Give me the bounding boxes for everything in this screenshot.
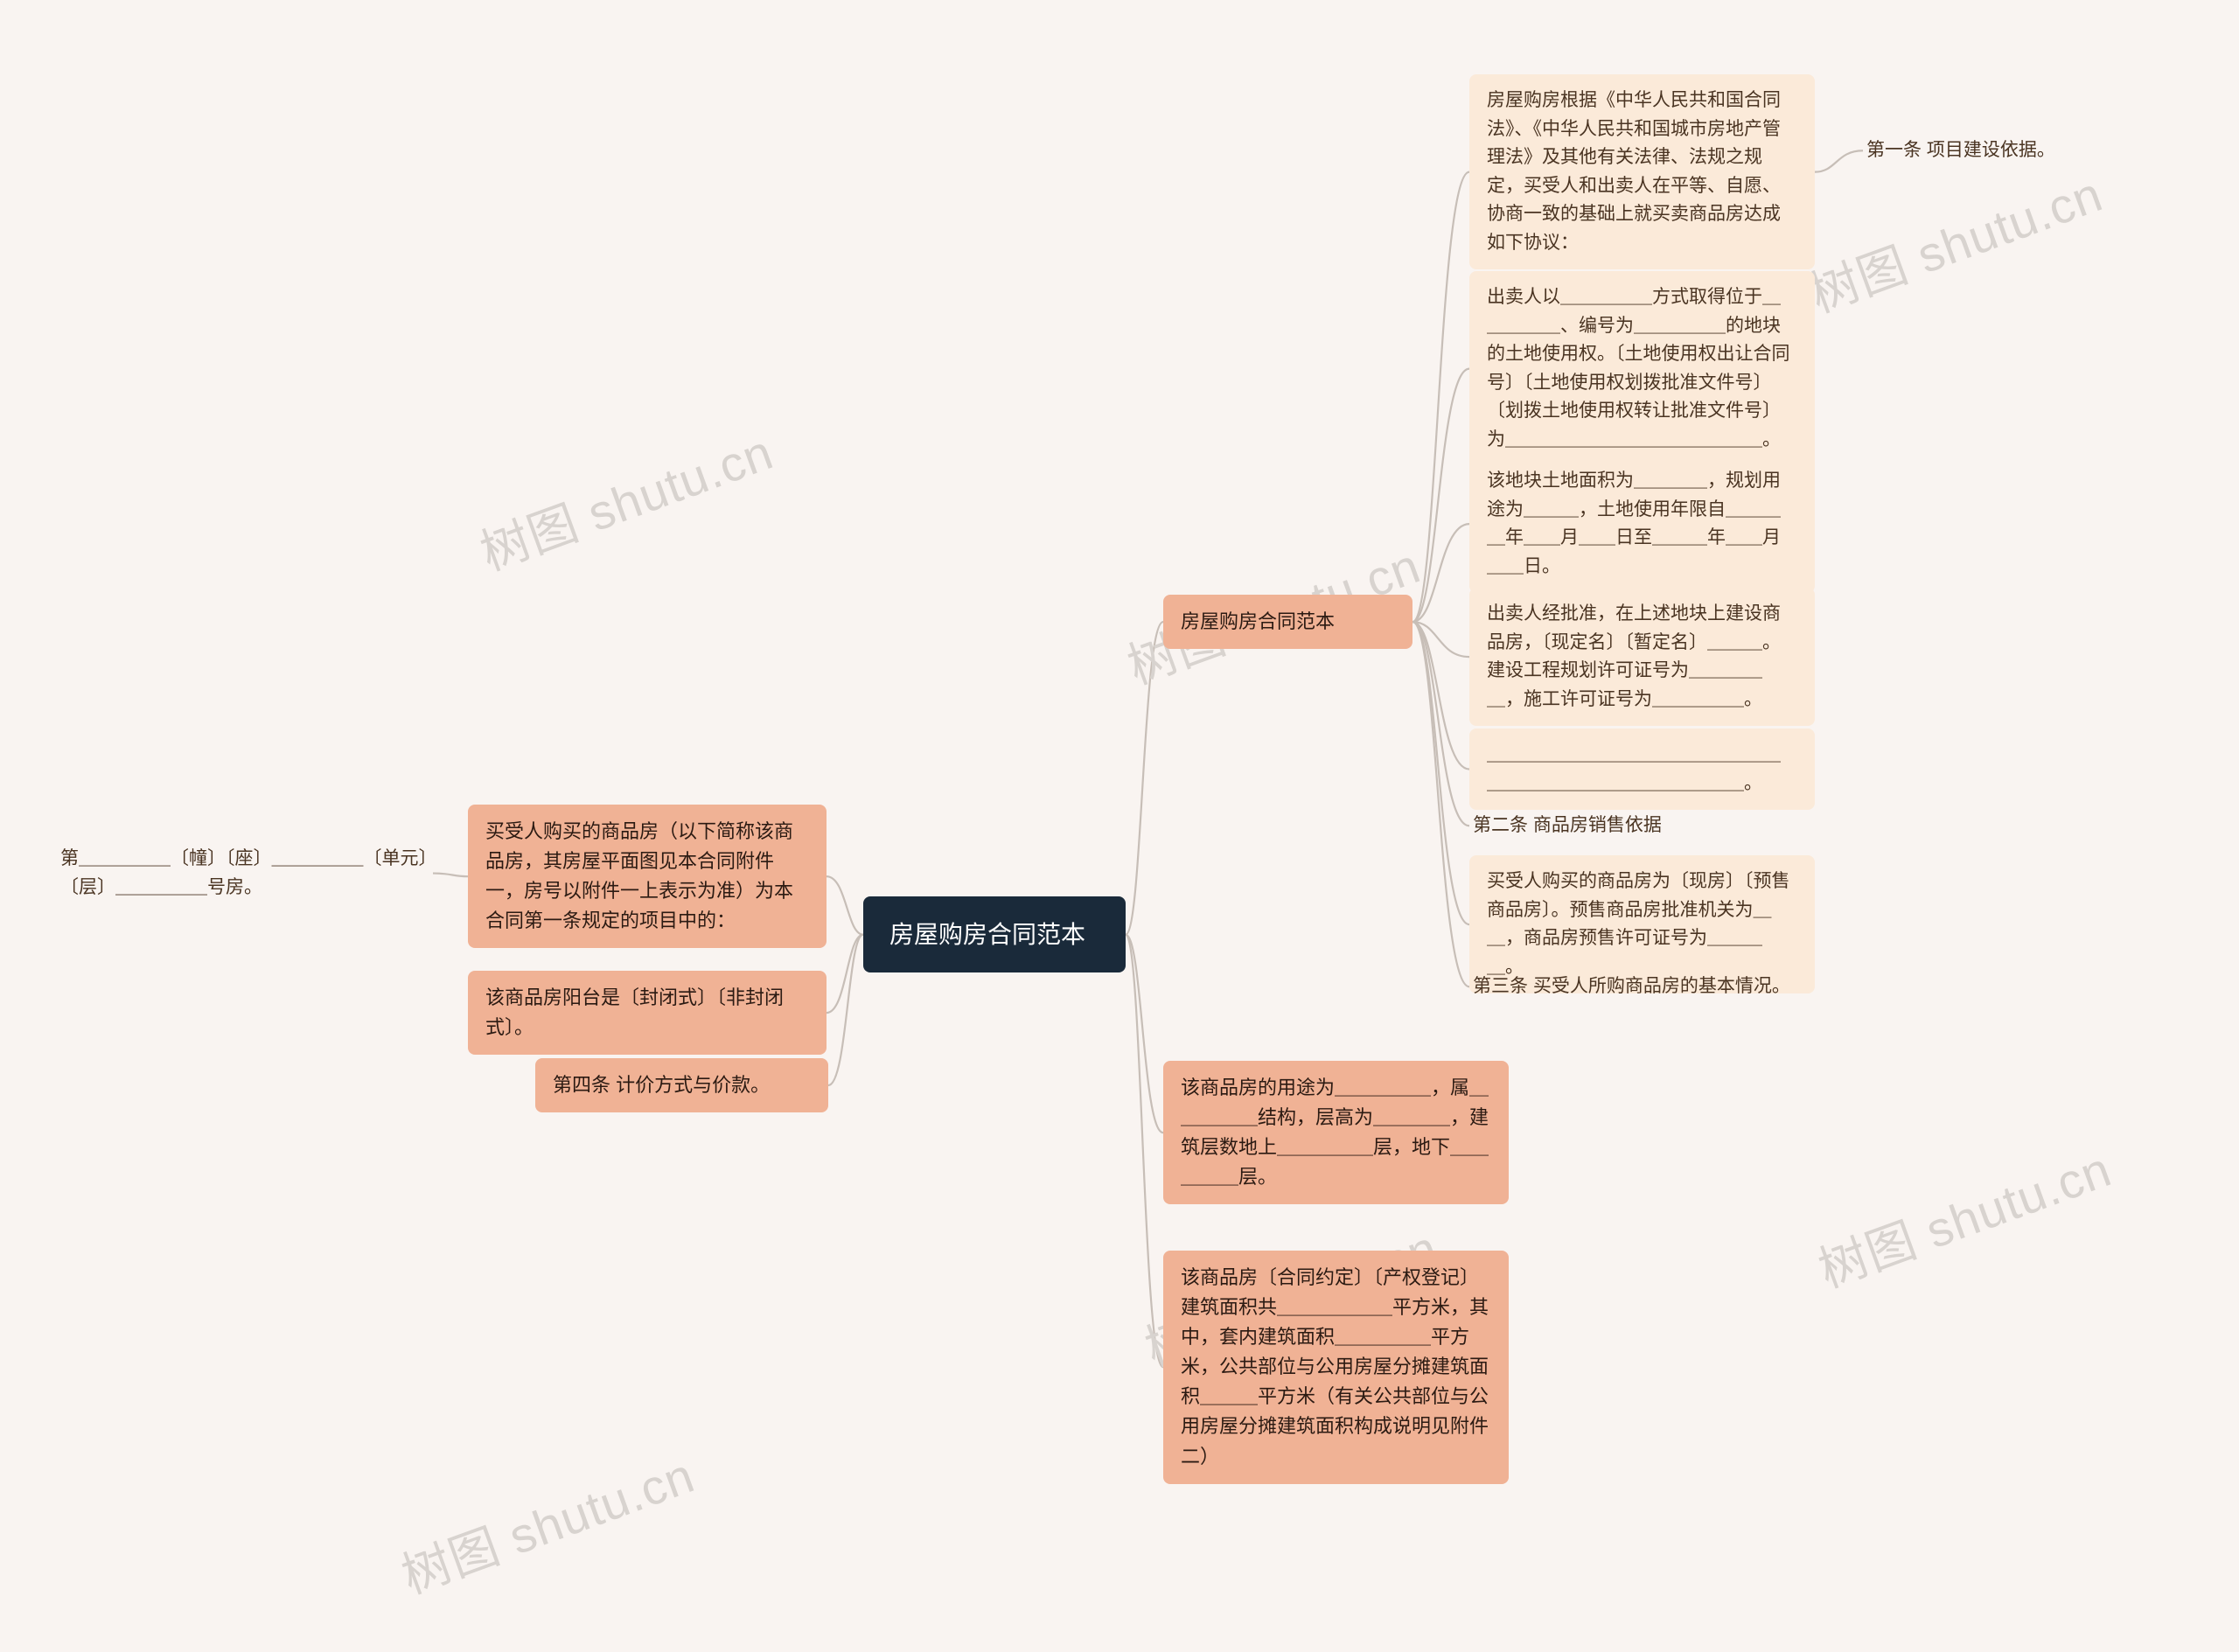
node-L1[interactable]: 买受人购买的商品房（以下简称该商品房，其房屋平面图见本合同附件一，房号以附件一上…: [468, 805, 827, 948]
node-L1a[interactable]: 第＿＿＿＿＿〔幢〕〔座〕＿＿＿＿＿〔单元〕〔层〕＿＿＿＿＿号房。: [57, 840, 433, 907]
node-label: ＿＿＿＿＿＿＿＿＿＿＿＿＿＿＿＿＿＿＿＿＿＿＿＿＿＿＿＿＿＿。: [1487, 744, 1781, 793]
node-label: 买受人购买的商品房（以下简称该商品房，其房屋平面图见本合同附件一，房号以附件一上…: [485, 820, 793, 931]
node-R1[interactable]: 房屋购房合同范本: [1163, 595, 1412, 649]
node-label: 出卖人经批准，在上述地块上建设商品房，〔现定名〕〔暂定名〕＿＿＿。建设工程规划许…: [1487, 603, 1781, 709]
node-R1f[interactable]: 第二条 商品房销售依据: [1469, 806, 1815, 846]
node-label: 房屋购房合同范本: [889, 921, 1085, 948]
node-R2[interactable]: 该商品房的用途为＿＿＿＿＿，属＿＿＿＿＿结构，层高为＿＿＿＿，建筑层数地上＿＿＿…: [1163, 1061, 1509, 1204]
watermark: 树图 shutu.cn: [391, 1437, 703, 1608]
node-label: 该商品房〔合同约定〕〔产权登记〕建筑面积共＿＿＿＿＿＿平方米，其中，套内建筑面积…: [1181, 1266, 1489, 1467]
node-label: 第三条 买受人所购商品房的基本情况。: [1473, 976, 1790, 996]
watermark: 树图 shutu.cn: [1808, 1131, 2120, 1302]
node-R1h[interactable]: 第三条 买受人所购商品房的基本情况。: [1469, 967, 1815, 1007]
edge: [1412, 172, 1469, 622]
node-label: 该地块土地面积为＿＿＿＿，规划用途为＿＿＿，土地使用年限自＿＿＿＿年＿＿月＿＿日…: [1487, 471, 1781, 576]
edge: [827, 935, 863, 1013]
node-label: 第一条 项目建设依据。: [1866, 140, 2055, 160]
node-label: 房屋购房根据《中华人民共和国合同法》、《中华人民共和国城市房地产管理法》及其他有…: [1487, 90, 1781, 253]
node-label: 出卖人以＿＿＿＿＿方式取得位于＿＿＿＿＿、编号为＿＿＿＿＿的地块的土地使用权。〔…: [1487, 287, 1790, 450]
edge: [1126, 935, 1163, 1133]
edge: [1412, 369, 1469, 622]
node-label: 买受人购买的商品房为〔现房〕〔预售商品房〕。预售商品房批准机关为＿＿，商品房预售…: [1487, 871, 1790, 977]
node-R1b[interactable]: 出卖人以＿＿＿＿＿方式取得位于＿＿＿＿＿、编号为＿＿＿＿＿的地块的土地使用权。〔…: [1469, 271, 1815, 466]
node-R1a1[interactable]: 第一条 项目建设依据。: [1863, 131, 2125, 171]
edge: [1412, 622, 1469, 986]
node-L3[interactable]: 第四条 计价方式与价款。: [535, 1058, 828, 1112]
edge: [1126, 622, 1163, 935]
edge: [1412, 622, 1469, 657]
node-L2[interactable]: 该商品房阳台是〔封闭式〕〔非封闭式〕。: [468, 971, 827, 1055]
watermark: 树图 shutu.cn: [470, 414, 782, 585]
node-R1d[interactable]: 出卖人经批准，在上述地块上建设商品房，〔现定名〕〔暂定名〕＿＿＿。建设工程规划许…: [1469, 588, 1815, 726]
edge: [1815, 150, 1863, 171]
edge: [1412, 622, 1469, 924]
edge: [827, 876, 863, 935]
edge: [828, 935, 863, 1085]
node-R3[interactable]: 该商品房〔合同约定〕〔产权登记〕建筑面积共＿＿＿＿＿＿平方米，其中，套内建筑面积…: [1163, 1251, 1509, 1484]
node-label: 该商品房阳台是〔封闭式〕〔非封闭式〕。: [485, 986, 784, 1038]
edge: [1412, 622, 1469, 826]
edge: [1126, 935, 1163, 1368]
edge: [1412, 524, 1469, 622]
edge: [433, 874, 468, 877]
node-label: 第＿＿＿＿＿〔幢〕〔座〕＿＿＿＿＿〔单元〕〔层〕＿＿＿＿＿号房。: [60, 848, 428, 897]
node-R1e[interactable]: ＿＿＿＿＿＿＿＿＿＿＿＿＿＿＿＿＿＿＿＿＿＿＿＿＿＿＿＿＿＿。: [1469, 728, 1815, 810]
node-R1a[interactable]: 房屋购房根据《中华人民共和国合同法》、《中华人民共和国城市房地产管理法》及其他有…: [1469, 74, 1815, 269]
mindmap-canvas: 树图 shutu.cn 树图 shutu.cn 树图 shutu.cn 树图 shut…: [0, 0, 2239, 1652]
edge-layer: [0, 0, 2239, 1652]
node-label: 第二条 商品房销售依据: [1473, 815, 1662, 835]
node-label: 房屋购房合同范本: [1181, 610, 1335, 632]
edge: [1412, 622, 1469, 770]
node-label: 该商品房的用途为＿＿＿＿＿，属＿＿＿＿＿结构，层高为＿＿＿＿，建筑层数地上＿＿＿…: [1181, 1077, 1489, 1188]
watermark: 树图 shutu.cn: [1799, 156, 2111, 327]
node-root[interactable]: 房屋购房合同范本: [863, 896, 1126, 972]
node-R1c[interactable]: 该地块土地面积为＿＿＿＿，规划用途为＿＿＿，土地使用年限自＿＿＿＿年＿＿月＿＿日…: [1469, 455, 1815, 593]
node-label: 第四条 计价方式与价款。: [553, 1074, 770, 1096]
